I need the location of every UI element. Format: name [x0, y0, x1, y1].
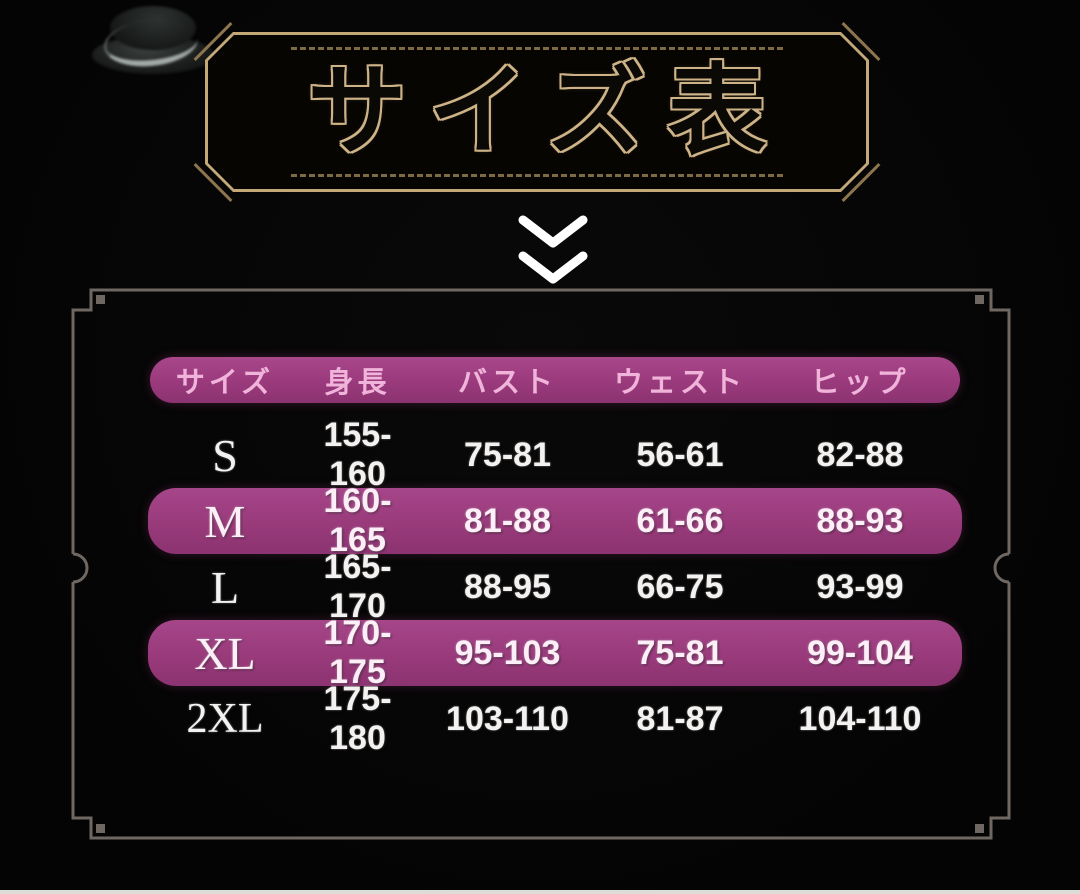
cell-size: S [212, 429, 238, 481]
cell-waist: 75-81 [636, 633, 724, 672]
cell-waist: 56-61 [636, 435, 724, 474]
image-bottom-edge-strip [0, 890, 1080, 894]
cell-bust: 75-81 [464, 435, 551, 474]
cell-height: 170-175 [323, 614, 392, 691]
cell-size: 2XL [186, 696, 264, 742]
cell-size: XL [194, 627, 256, 679]
hat-crown [110, 6, 196, 50]
cell-waist: 81-87 [636, 699, 724, 738]
page-title: サイズ表 [307, 57, 789, 167]
banner-dashed-line [291, 47, 783, 50]
table-row-2xl: 2XL 175-180 103-110 81-87 104-110 [150, 680, 960, 757]
table-row-xl: XL 170-175 95-103 75-81 99-104 [148, 614, 962, 691]
cell-bust: 103-110 [446, 699, 569, 738]
header-height: 身長 [324, 367, 391, 399]
banner-inner [208, 35, 866, 189]
size-chart-title-banner: サイズ表 [193, 22, 881, 202]
table-row-s: S 155-160 75-81 56-61 82-88 [150, 416, 960, 493]
cell-height: 175-180 [323, 680, 392, 757]
cell-hip: 82-88 [816, 435, 904, 474]
cell-height: 155-160 [323, 416, 392, 493]
header-waist: ウェスト [613, 367, 746, 399]
cell-bust: 81-88 [464, 501, 551, 540]
cell-height: 165-170 [323, 548, 392, 625]
table-row-m: M 160-165 81-88 61-66 88-93 [148, 482, 962, 559]
cell-hip: 104-110 [798, 699, 922, 738]
cell-waist: 61-66 [636, 501, 724, 540]
chevron-down-double-icon [518, 215, 588, 284]
table-row-l: L 165-170 88-95 66-75 93-99 [150, 548, 960, 625]
header-size: サイズ [175, 367, 275, 399]
banner-dashed-line [291, 174, 783, 177]
size-table: サイズ 身長 バスト ウェスト ヒップ S 155-160 75-81 56-6… [148, 357, 962, 757]
cell-waist: 66-75 [636, 567, 724, 606]
cell-bust: 95-103 [454, 633, 561, 672]
size-table-header-row: サイズ 身長 バスト ウェスト ヒップ [150, 357, 960, 403]
cell-bust: 88-95 [464, 567, 551, 606]
cell-size: M [204, 495, 246, 547]
cell-hip: 88-93 [816, 501, 904, 540]
cell-height: 160-165 [323, 482, 392, 559]
cell-hip: 93-99 [816, 567, 904, 606]
cell-hip: 99-104 [807, 633, 913, 672]
hat-photo-fragment [92, 6, 218, 76]
cell-size: L [210, 561, 240, 613]
header-hip: ヒップ [810, 367, 910, 399]
header-bust: バスト [457, 367, 557, 399]
